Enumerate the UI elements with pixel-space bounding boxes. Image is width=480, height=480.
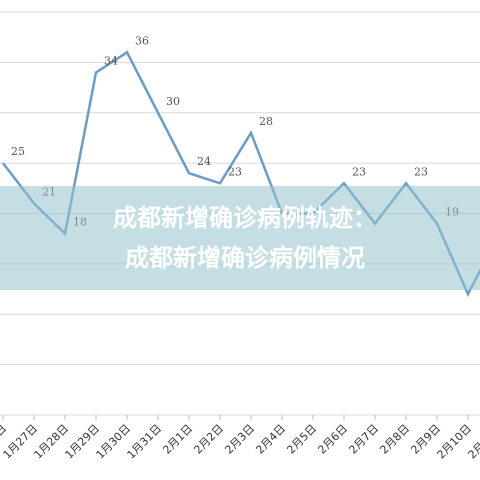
- overlay-line-2: 成都新增确诊病例情况: [125, 244, 365, 272]
- value-label: 25: [11, 145, 25, 158]
- value-label: 36: [135, 34, 149, 47]
- overlay-line-1: 成都新增确诊病例轨迹：: [113, 204, 377, 232]
- value-label: 23: [228, 165, 242, 178]
- value-label: 23: [352, 165, 366, 178]
- value-label: 34: [104, 54, 118, 67]
- value-label: 28: [259, 115, 273, 128]
- overlay-band: [0, 186, 480, 290]
- value-label: 23: [414, 165, 428, 178]
- value-label: 24: [197, 155, 211, 168]
- value-label: 30: [166, 95, 180, 108]
